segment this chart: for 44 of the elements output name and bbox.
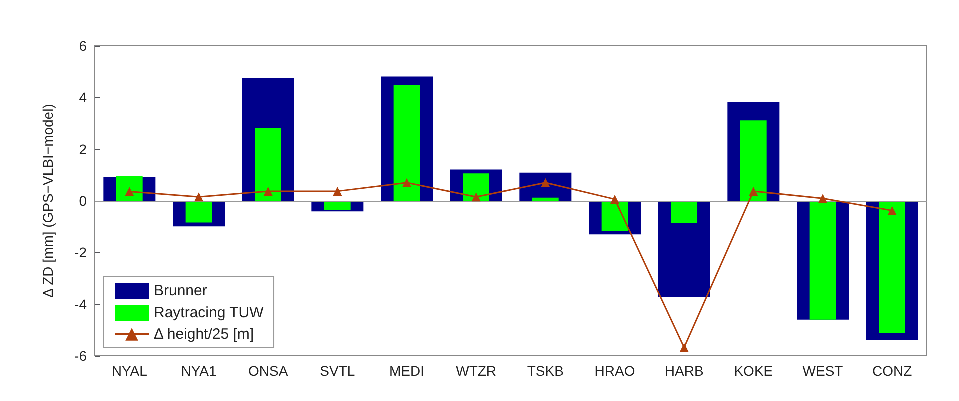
bar bbox=[463, 174, 490, 201]
x-tick-label: WTZR bbox=[456, 363, 497, 379]
y-tick-label: -6 bbox=[74, 348, 88, 364]
legend-label: Raytracing TUW bbox=[154, 304, 265, 322]
x-tick-label: WEST bbox=[802, 363, 844, 379]
bar bbox=[740, 120, 767, 201]
y-axis-title: Δ ZD [mm] (GPS−VLBI−model) bbox=[40, 104, 56, 298]
point bbox=[888, 206, 897, 216]
point bbox=[749, 186, 758, 196]
legend-label: Brunner bbox=[154, 282, 208, 300]
x-tick-label: MEDI bbox=[390, 363, 424, 379]
x-tick-label: NYAL bbox=[112, 363, 148, 379]
y-tick-label: -4 bbox=[74, 296, 88, 312]
point bbox=[610, 194, 620, 204]
y-tick-label: -2 bbox=[74, 244, 88, 261]
bar bbox=[255, 128, 282, 201]
y-tick-label: 4 bbox=[79, 90, 88, 106]
point bbox=[680, 343, 689, 352]
y-tick-label: 6 bbox=[79, 38, 88, 54]
legend-label: Δ height/25 [m] bbox=[154, 326, 254, 343]
x-tick-label: KOKE bbox=[734, 363, 774, 379]
point bbox=[541, 178, 550, 188]
point bbox=[333, 186, 342, 196]
point bbox=[402, 178, 412, 188]
bar bbox=[879, 201, 906, 334]
x-tick-label: HRAO bbox=[594, 363, 636, 379]
bar bbox=[532, 198, 559, 201]
x-tick-label: CONZ bbox=[872, 363, 913, 379]
bar bbox=[186, 201, 212, 223]
bar bbox=[810, 201, 836, 320]
x-tick-label: ONSA bbox=[248, 363, 289, 379]
point bbox=[264, 186, 273, 196]
x-tick-label: HARB bbox=[664, 363, 704, 379]
point bbox=[194, 192, 204, 202]
x-tick-label: NYA1 bbox=[181, 363, 217, 379]
point bbox=[472, 192, 481, 202]
x-tick-label: SVTL bbox=[320, 363, 356, 379]
y-tick-label: 0 bbox=[79, 193, 88, 209]
bar bbox=[394, 85, 420, 201]
bar bbox=[116, 176, 143, 201]
bar bbox=[671, 201, 698, 223]
point bbox=[818, 194, 828, 204]
x-tick-label: TSKB bbox=[527, 363, 564, 379]
y-tick-label: 2 bbox=[79, 141, 88, 158]
